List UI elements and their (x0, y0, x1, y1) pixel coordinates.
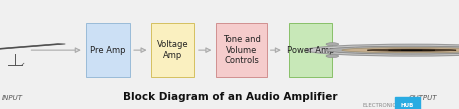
Text: Pre Amp: Pre Amp (90, 46, 126, 55)
FancyBboxPatch shape (86, 23, 129, 77)
Ellipse shape (341, 48, 459, 53)
Ellipse shape (324, 46, 459, 54)
Text: Voltage
Amp: Voltage Amp (157, 40, 188, 60)
Text: HUB: HUB (400, 103, 413, 108)
Polygon shape (0, 44, 65, 51)
Text: INPUT: INPUT (2, 95, 23, 101)
Text: Block Diagram of an Audio Amplifier: Block Diagram of an Audio Amplifier (123, 92, 336, 102)
FancyBboxPatch shape (151, 23, 194, 77)
Text: Power Amp: Power Amp (286, 46, 334, 55)
Text: Tone and
Volume
Controls: Tone and Volume Controls (222, 35, 260, 65)
FancyBboxPatch shape (288, 23, 331, 77)
Text: OUTPUT: OUTPUT (408, 95, 437, 101)
Ellipse shape (305, 44, 459, 56)
Circle shape (325, 55, 338, 58)
Ellipse shape (366, 49, 455, 51)
FancyBboxPatch shape (216, 23, 266, 77)
Circle shape (325, 43, 338, 46)
Text: ELECTRONICS: ELECTRONICS (362, 103, 399, 108)
